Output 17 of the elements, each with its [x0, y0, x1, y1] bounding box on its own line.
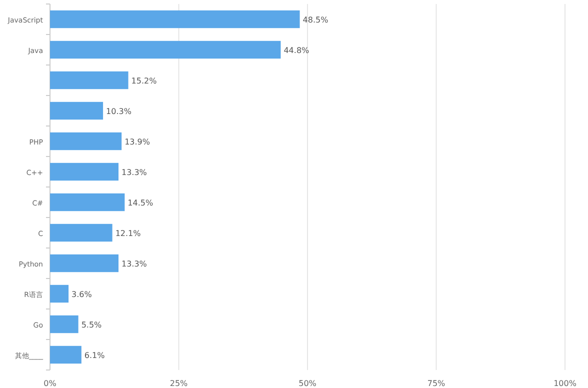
x-tick-label: 50%: [298, 379, 317, 388]
data-label: 13.9%: [124, 137, 150, 146]
data-label: 44.8%: [284, 46, 310, 55]
data-label: 13.3%: [121, 259, 148, 268]
x-tick-label: 25%: [170, 379, 188, 388]
data-label: 48.5%: [302, 15, 329, 24]
data-label: 14.5%: [128, 198, 154, 208]
data-label: 12.1%: [115, 228, 142, 238]
x-tick-label: 100%: [554, 379, 577, 388]
data-label: 13.3%: [121, 168, 148, 177]
data-label: 15.2%: [131, 76, 158, 86]
x-tick-label: 0%: [44, 379, 57, 388]
data-label: 5.5%: [81, 320, 102, 330]
data-label: 6.1%: [84, 350, 106, 360]
data-label: 10.3%: [106, 106, 132, 116]
data-label: 3.6%: [72, 290, 92, 299]
x-tick-label: 75%: [427, 379, 446, 388]
